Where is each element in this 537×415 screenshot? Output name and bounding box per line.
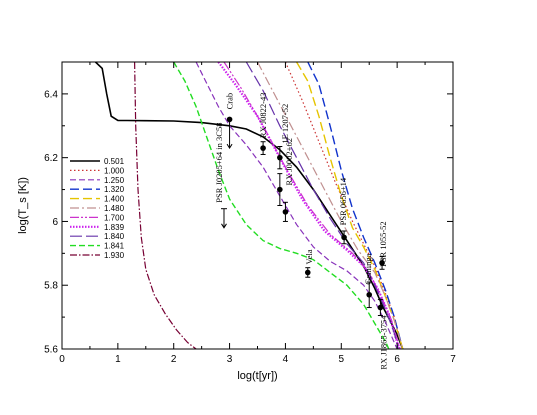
- legend-label: 1.700: [104, 213, 125, 222]
- data-point: [277, 186, 283, 193]
- legend-label: 1.320: [104, 185, 125, 194]
- observation-label: 1E 1207-52: [280, 104, 290, 144]
- model-curves: [94, 62, 404, 349]
- data-point: [282, 209, 289, 215]
- series-line-1.839: [217, 62, 401, 349]
- series-line-1.480: [256, 62, 404, 349]
- y-tick-label: 5.8: [44, 281, 58, 292]
- observation-label: PSR J0205+64 in 3C58: [214, 123, 224, 203]
- data-point: [277, 154, 283, 161]
- y-tick-label: 5.6: [44, 345, 58, 356]
- arrow-head: [226, 143, 233, 150]
- data-point: [379, 260, 385, 266]
- legend: 0.5011.0001.2501.3201.4001.4801.7001.839…: [70, 157, 125, 260]
- x-tick-label: 2: [171, 354, 177, 365]
- observation-label: RX J0002+62: [284, 138, 294, 186]
- legend-label: 1.480: [104, 204, 125, 213]
- arrow-head: [221, 223, 227, 229]
- series-line-1.841: [173, 62, 390, 349]
- data-point: [304, 269, 311, 276]
- legend-label: 1.839: [104, 223, 125, 232]
- observation-label: RX J0822-43: [258, 93, 268, 139]
- series-line-1.320: [307, 62, 404, 349]
- series-line-1.400: [295, 62, 404, 349]
- data-point: [366, 291, 373, 298]
- legend-label: 1.250: [104, 176, 125, 185]
- y-axis-label: log(T_s [K]): [17, 177, 29, 234]
- legend-label: 1.930: [104, 251, 125, 260]
- legend-label: 0.501: [104, 157, 125, 166]
- y-tick-label: 6.4: [44, 89, 58, 100]
- y-tick-label: 6.2: [44, 153, 58, 164]
- series-line-1.000: [284, 62, 404, 349]
- x-tick-label: 1: [115, 354, 121, 365]
- x-tick-label: 5: [339, 354, 345, 365]
- series-line-1.840: [245, 62, 399, 349]
- observation-label: Vela: [304, 249, 314, 264]
- x-tick-label: 0: [59, 354, 65, 365]
- x-tick-label: 7: [450, 354, 456, 365]
- x-tick-label: 3: [227, 354, 233, 365]
- observation-label: Geminga: [363, 253, 373, 284]
- axis-ticks: 0 1 2 3 4 5 6 7 5.6 5.8 6 6.2 6.4: [44, 62, 456, 365]
- observation-label: RX J1865-3754: [378, 315, 388, 370]
- data-point: [377, 304, 384, 311]
- legend-label: 1.000: [104, 166, 125, 175]
- data-point: [260, 145, 266, 151]
- legend-label: 1.400: [104, 195, 125, 204]
- data-point: [341, 234, 347, 241]
- observation-label: PSR 0656+14: [338, 177, 348, 225]
- observation-label: Crab: [225, 93, 235, 110]
- legend-label: 1.841: [104, 242, 125, 251]
- series-line-1.700: [223, 62, 401, 349]
- x-tick-label: 4: [283, 354, 289, 365]
- x-axis-label: log(t[yr]): [237, 370, 277, 382]
- series-line-1.930: [134, 62, 197, 349]
- series-line-0.501: [94, 62, 404, 349]
- legend-label: 1.840: [104, 232, 125, 241]
- y-tick-label: 6: [52, 217, 58, 228]
- x-tick-label: 6: [394, 354, 400, 365]
- data-point: [226, 116, 233, 123]
- observation-label: PSR 1055-52: [378, 221, 388, 267]
